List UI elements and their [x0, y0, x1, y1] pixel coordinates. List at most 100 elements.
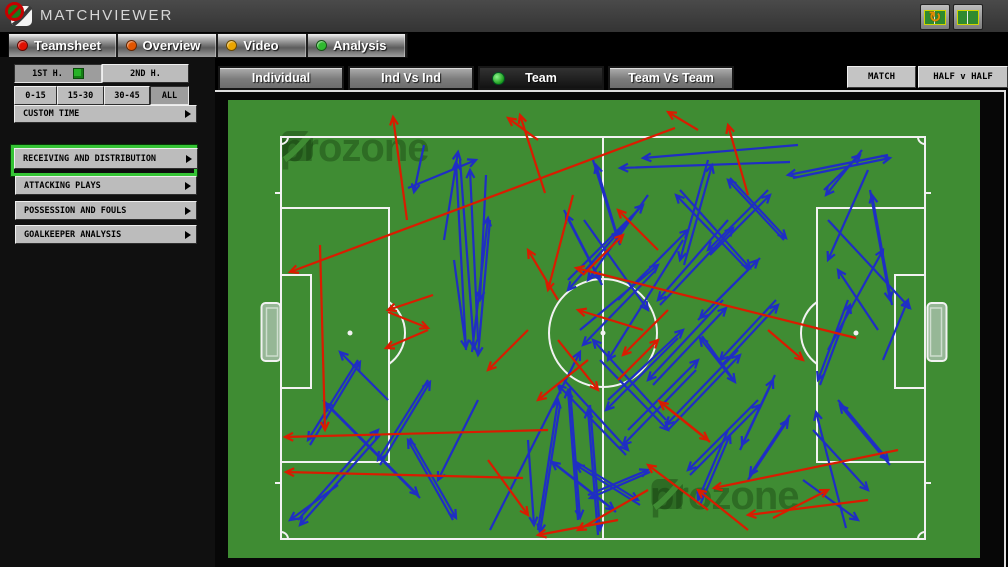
button-label: Team Vs Team	[628, 71, 714, 85]
pass-arrow	[451, 159, 468, 351]
pass-arrow	[677, 159, 710, 263]
pass-arrow	[593, 162, 622, 246]
pass-arrow	[667, 353, 742, 431]
pass-arrow	[740, 374, 776, 448]
possession-and-fouls-button[interactable]: POSSESSION AND FOULS	[15, 201, 197, 220]
pass-arrow	[826, 169, 870, 263]
pass-arrow	[535, 518, 619, 539]
time-filter-30-45-button[interactable]: 30-45	[104, 86, 150, 105]
tab-overview[interactable]: Overview	[118, 34, 219, 57]
tab-label: Overview	[142, 38, 201, 53]
pass-arrow	[409, 437, 458, 521]
pass-arrow	[686, 399, 759, 472]
goal-left	[260, 302, 282, 362]
button-label: Ind Vs Ind	[381, 71, 441, 85]
pass-arrow	[406, 437, 454, 521]
pass-arrow	[816, 299, 850, 383]
sidebar: 1ST H. 2ND H. 0-15 15-30 30-45 ALL CUSTO…	[0, 57, 215, 567]
pass-arrow	[617, 160, 791, 173]
pass-arrow	[607, 328, 685, 401]
second-half-button[interactable]: 2ND H.	[102, 64, 189, 83]
pass-arrow	[287, 126, 676, 274]
status-dot-icon	[125, 40, 137, 51]
first-half-button[interactable]: 1ST H.	[14, 64, 102, 83]
goalkeeper-analysis-button[interactable]: GOALKEEPER ANALYSIS	[15, 225, 197, 244]
pass-arrow	[582, 233, 625, 276]
pass-arrow	[376, 379, 429, 463]
tab-video[interactable]: Video	[218, 34, 308, 57]
pass-arrow	[379, 379, 432, 466]
pass-arrow	[812, 429, 870, 492]
rotate-arrows-icon: ↻	[928, 8, 942, 26]
pass-arrow	[785, 153, 889, 179]
time-filter-0-15-button[interactable]: 0-15	[14, 86, 57, 105]
pass-arrow	[725, 122, 750, 196]
status-dot-icon	[315, 40, 327, 51]
chevron-right-icon	[185, 206, 191, 215]
pass-arrow	[726, 178, 785, 241]
no-display-icon	[4, 1, 24, 21]
pass-arrow	[711, 448, 899, 492]
tab-label: Analysis	[332, 38, 387, 53]
attacking-plays-button[interactable]: ATTACKING PLAYS	[15, 176, 197, 195]
pass-arrow	[698, 432, 732, 506]
pass-arrow	[550, 460, 617, 513]
time-filter-all-button[interactable]: ALL	[150, 86, 189, 105]
pass-arrow	[489, 349, 582, 531]
button-label: POSSESSION AND FOULS	[24, 205, 127, 216]
tab-teamsheet[interactable]: Teamsheet	[9, 34, 118, 57]
pass-arrow	[664, 349, 739, 427]
half-v-half-scope-button[interactable]: HALF v HALF	[918, 66, 1008, 88]
pass-arrow	[436, 399, 479, 483]
button-label: MATCH	[867, 72, 896, 82]
pass-arrow	[721, 303, 780, 366]
pass-arrow	[566, 209, 639, 292]
tab-bar: Teamsheet Overview Video Analysis	[8, 33, 408, 58]
mini-pitch-icon	[924, 9, 946, 25]
pass-arrow	[545, 194, 575, 293]
pass-arrow	[748, 414, 791, 478]
pass-arrow	[674, 193, 749, 271]
pass-arrow	[473, 219, 492, 358]
pass-arrow	[747, 417, 790, 481]
tab-label: Teamsheet	[34, 38, 101, 53]
team-view-button[interactable]: Team	[478, 66, 604, 90]
pass-arrow	[575, 489, 649, 532]
pass-arrow	[682, 162, 715, 266]
pass-arrow	[696, 429, 730, 503]
pass-arrow	[813, 409, 848, 529]
first-half-indicator-icon	[72, 68, 84, 79]
button-label: Team	[525, 71, 557, 85]
button-label: 0-15	[25, 90, 46, 101]
button-label: HALF v HALF	[933, 72, 993, 82]
status-dot-icon	[226, 40, 238, 51]
custom-time-button[interactable]: CUSTOM TIME	[14, 105, 197, 123]
match-scope-button[interactable]: MATCH	[847, 66, 916, 88]
pass-arrow	[617, 338, 660, 381]
pass-arrow	[802, 479, 861, 522]
button-label: Individual	[251, 71, 311, 85]
button-label: 30-45	[114, 90, 140, 101]
pitch-map-icon[interactable]	[953, 4, 983, 30]
pass-arrow	[575, 307, 644, 332]
team-vs-team-view-button[interactable]: Team Vs Team	[608, 66, 734, 90]
individual-view-button[interactable]: Individual	[218, 66, 344, 90]
ind-vs-ind-view-button[interactable]: Ind Vs Ind	[348, 66, 474, 90]
header-bar: MATCHVIEWER ↻	[0, 0, 1008, 32]
time-filter-15-30-button[interactable]: 15-30	[57, 86, 104, 105]
receiving-and-distribution-button[interactable]: RECEIVING AND DISTRIBUTION	[14, 148, 198, 169]
pass-arrow	[583, 219, 650, 313]
button-label: GOALKEEPER ANALYSIS	[24, 229, 122, 240]
chevron-right-icon	[185, 181, 191, 190]
pass-arrow	[573, 265, 857, 340]
football-pitch: prozone prozone	[228, 100, 980, 558]
pass-arrow	[640, 143, 799, 163]
button-label: RECEIVING AND DISTRIBUTION	[23, 153, 157, 164]
chevron-right-icon	[186, 154, 192, 163]
pass-arrow	[837, 399, 890, 462]
pass-arrow	[486, 329, 529, 372]
tab-analysis[interactable]: Analysis	[308, 34, 408, 57]
button-label: ATTACKING PLAYS	[24, 180, 101, 191]
swap-ends-icon[interactable]: ↻	[920, 4, 950, 30]
